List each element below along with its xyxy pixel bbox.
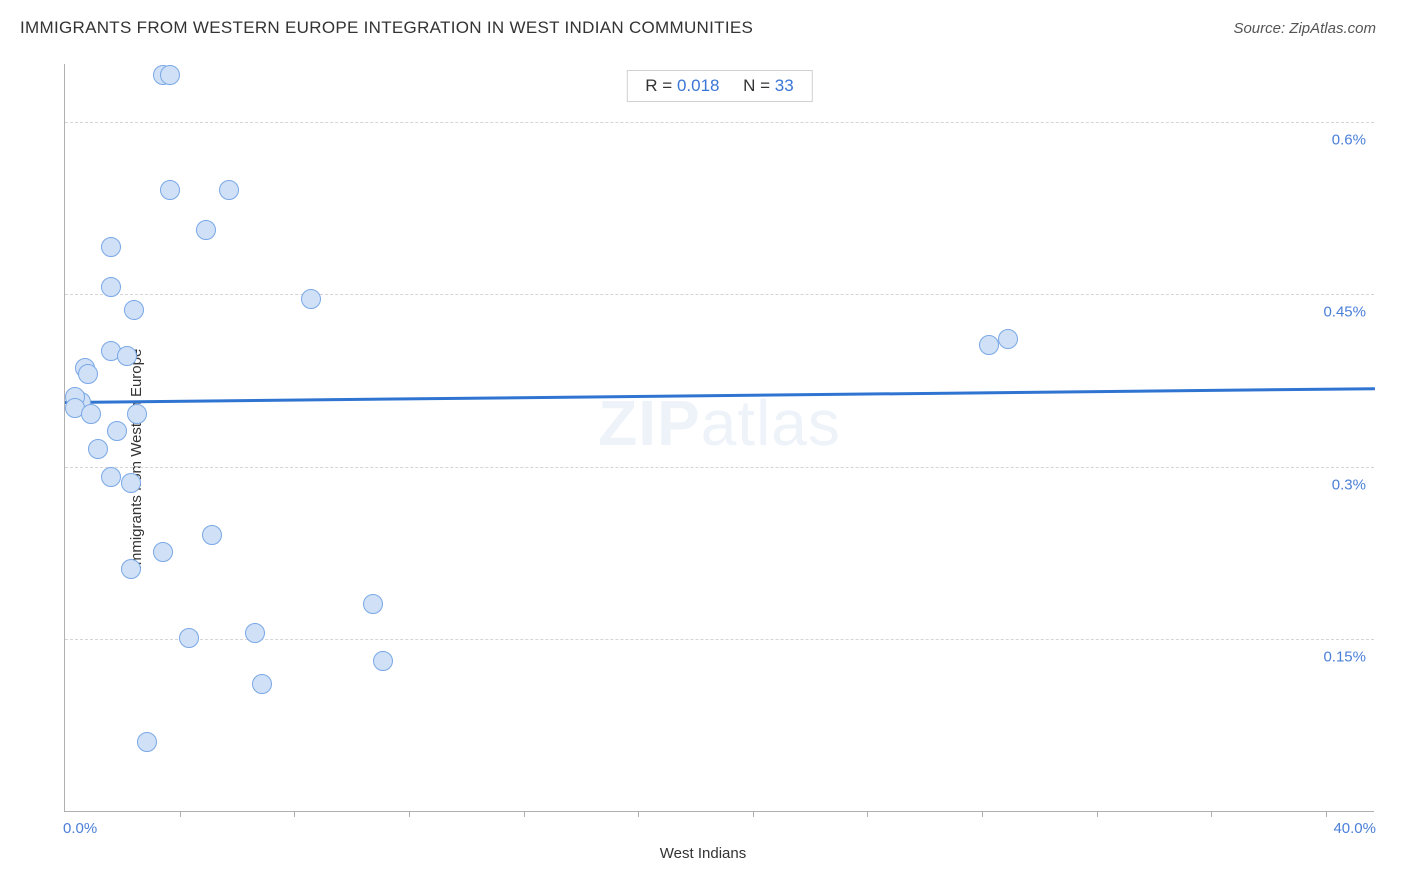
data-point: [107, 421, 127, 441]
watermark-rest: atlas: [701, 387, 841, 459]
r-label: R =: [645, 76, 677, 95]
x-tick: [409, 811, 410, 817]
x-tick: [524, 811, 525, 817]
x-max-label: 40.0%: [1333, 820, 1376, 837]
stats-box: R = 0.018 N = 33: [626, 70, 812, 102]
data-point: [179, 628, 199, 648]
data-point: [301, 289, 321, 309]
x-axis-label: West Indians: [660, 845, 746, 862]
data-point: [78, 364, 98, 384]
data-point: [252, 674, 272, 694]
gridline: [65, 294, 1374, 295]
x-tick: [867, 811, 868, 817]
data-point: [81, 404, 101, 424]
chart-container: Immigrants from Western Europe West Indi…: [20, 54, 1386, 864]
r-value: 0.018: [677, 76, 720, 95]
data-point: [101, 467, 121, 487]
data-point: [153, 542, 173, 562]
chart-title: IMMIGRANTS FROM WESTERN EUROPE INTEGRATI…: [20, 18, 753, 38]
n-value: 33: [775, 76, 794, 95]
x-tick: [1326, 811, 1327, 817]
data-point: [373, 651, 393, 671]
y-tick-label: 0.3%: [1332, 476, 1366, 493]
data-point: [101, 237, 121, 257]
data-point: [121, 473, 141, 493]
x-tick: [982, 811, 983, 817]
data-point: [160, 65, 180, 85]
header: IMMIGRANTS FROM WESTERN EUROPE INTEGRATI…: [0, 0, 1406, 50]
x-tick: [753, 811, 754, 817]
data-point: [88, 439, 108, 459]
data-point: [117, 346, 137, 366]
x-tick: [638, 811, 639, 817]
data-point: [160, 180, 180, 200]
data-point: [363, 594, 383, 614]
data-point: [196, 220, 216, 240]
x-tick: [1211, 811, 1212, 817]
y-tick-label: 0.15%: [1323, 649, 1366, 666]
data-point: [127, 404, 147, 424]
source-attribution: Source: ZipAtlas.com: [1233, 20, 1376, 37]
plot-area: ZIPatlas R = 0.018 N = 33 0.0% 40.0% 0.1…: [64, 64, 1374, 812]
data-point: [998, 329, 1018, 349]
data-point: [245, 623, 265, 643]
x-tick: [294, 811, 295, 817]
data-point: [219, 180, 239, 200]
data-point: [202, 525, 222, 545]
x-tick: [180, 811, 181, 817]
x-min-label: 0.0%: [63, 820, 97, 837]
gridline: [65, 467, 1374, 468]
x-tick: [1097, 811, 1098, 817]
data-point: [121, 559, 141, 579]
y-tick-label: 0.6%: [1332, 131, 1366, 148]
gridline: [65, 122, 1374, 123]
n-label: N =: [743, 76, 775, 95]
data-point: [101, 277, 121, 297]
data-point: [124, 300, 144, 320]
data-point: [137, 732, 157, 752]
data-point: [979, 335, 999, 355]
y-tick-label: 0.45%: [1323, 304, 1366, 321]
